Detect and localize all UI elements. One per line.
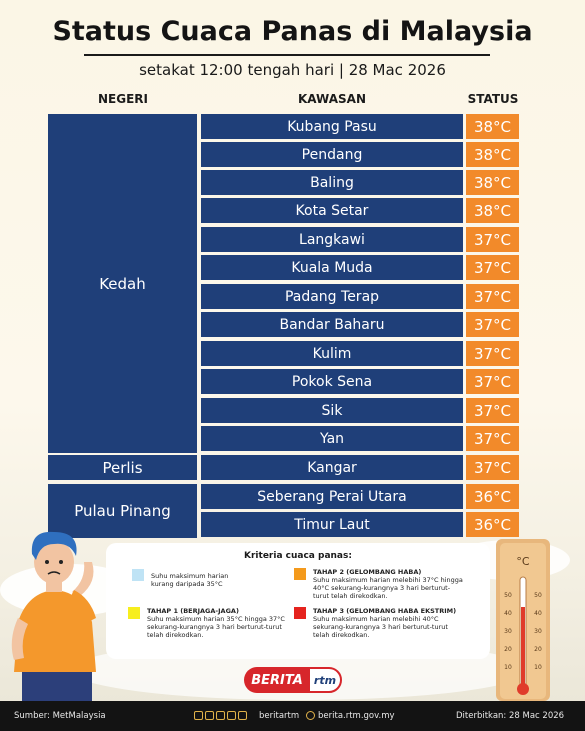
temp-kulim: 37°C — [466, 341, 519, 366]
temp-kota-setar: 38°C — [466, 198, 519, 223]
area-padang-terap: Padang Terap — [201, 284, 463, 309]
x-icon[interactable] — [205, 711, 214, 720]
temp-bandar-baharu: 37°C — [466, 312, 519, 337]
footer-source: Sumber: MetMalaysia — [14, 711, 106, 721]
area-kuala-muda: Kuala Muda — [201, 255, 463, 280]
legend-text-normal: Suhu maksimum harian kurang daripada 35°… — [151, 572, 229, 588]
thermometer-tick-label: 20 — [534, 646, 542, 653]
thermometer-tick-label: 50 — [534, 592, 542, 599]
temp-padang-terap: 37°C — [466, 284, 519, 309]
youtube-icon[interactable] — [227, 711, 236, 720]
area-baling: Baling — [201, 170, 463, 195]
legend-text-level-2: Suhu maksimum harian melebihi 37°C hingg… — [313, 576, 463, 600]
temp-pendang: 38°C — [466, 142, 519, 167]
page-title: Status Cuaca Panas di Malaysia — [52, 16, 533, 47]
area-langkawi: Langkawi — [201, 227, 463, 252]
thermometer-tick-label: 30 — [534, 628, 542, 635]
facebook-icon[interactable] — [194, 711, 203, 720]
legend-heading-level-1: TAHAP 1 (BERJAGA-JAGA) — [147, 607, 239, 615]
thermometer-illustration: °C 50 40 30 20 10 50 40 30 20 10 — [496, 539, 550, 701]
instagram-icon[interactable] — [238, 711, 247, 720]
column-header-status: STATUS — [467, 92, 519, 106]
thermometer-tick-label: 30 — [504, 628, 512, 635]
thermometer-tick-label: 10 — [534, 664, 542, 671]
area-sik: Sik — [201, 398, 463, 423]
footer-website[interactable]: berita.rtm.gov.my — [318, 711, 395, 721]
area-kota-setar: Kota Setar — [201, 198, 463, 223]
area-pokok-sena: Pokok Sena — [201, 369, 463, 394]
temp-kuala-muda: 37°C — [466, 255, 519, 280]
legend-heading-level-3: TAHAP 3 (GELOMBANG HABA EKSTRIM) — [313, 607, 457, 615]
temp-timur-laut: 36°C — [466, 512, 519, 537]
temp-sik: 37°C — [466, 398, 519, 423]
footer-published: Diterbitkan: 28 Mac 2026 — [456, 711, 565, 721]
legend-text-level-1: Suhu maksimum harian 35°C hingga 37°C se… — [147, 615, 285, 639]
area-bandar-baharu: Bandar Baharu — [201, 312, 463, 337]
legend-swatch-level-2 — [294, 568, 306, 580]
area-seberang-perai-utara: Seberang Perai Utara — [201, 484, 463, 509]
legend-card: Kriteria cuaca panas: Suhu maksimum hari… — [106, 543, 490, 659]
thermometer-unit: °C — [516, 555, 530, 568]
area-yan: Yan — [201, 426, 463, 451]
temp-kangar: 37°C — [466, 455, 519, 480]
area-pendang: Pendang — [201, 142, 463, 167]
title-divider — [84, 54, 490, 56]
temp-langkawi: 37°C — [466, 227, 519, 252]
footer-bar: Sumber: MetMalaysia beritartm berita.rtm… — [0, 701, 585, 731]
thermometer-tick-label: 40 — [534, 610, 542, 617]
tiktok-icon[interactable] — [216, 711, 225, 720]
legend-text-level-3: Suhu maksimum harian melebihi 40°C sekur… — [313, 615, 448, 639]
legend-title: Kriteria cuaca panas: — [244, 551, 352, 561]
temp-pokok-sena: 37°C — [466, 369, 519, 394]
area-kulim: Kulim — [201, 341, 463, 366]
berita-rtm-logo: BERITA rtm — [244, 667, 342, 693]
area-timur-laut: Timur Laut — [201, 512, 463, 537]
state-pulau-pinang: Pulau Pinang — [48, 484, 197, 538]
column-header-area: KAWASAN — [297, 92, 366, 106]
thermometer-tick-label: 40 — [504, 610, 512, 617]
legend-heading-level-2: TAHAP 2 (GELOMBANG HABA) — [313, 568, 422, 576]
state-kedah: Kedah — [48, 114, 197, 453]
footer-social-handle[interactable]: beritartm — [259, 711, 300, 721]
column-header-state: NEGERI — [98, 92, 148, 106]
legend-swatch-level-1 — [128, 607, 140, 619]
temp-yan: 37°C — [466, 426, 519, 451]
thermometer-tick-label: 10 — [504, 664, 512, 671]
logo-brand: BERITA — [244, 667, 310, 693]
globe-icon — [306, 711, 315, 720]
social-icons — [194, 711, 247, 720]
temp-baling: 38°C — [466, 170, 519, 195]
temp-seberang-perai-utara: 36°C — [466, 484, 519, 509]
hot-person-illustration — [11, 531, 96, 702]
legend-swatch-normal — [132, 569, 144, 581]
area-kubang-pasu: Kubang Pasu — [201, 114, 463, 139]
thermometer-tick-label: 50 — [504, 592, 512, 599]
page-subtitle: setakat 12:00 tengah hari | 28 Mac 2026 — [139, 61, 446, 79]
logo-badge: rtm — [308, 667, 342, 693]
temp-kubang-pasu: 38°C — [466, 114, 519, 139]
area-kangar: Kangar — [201, 455, 463, 480]
legend-swatch-level-3 — [294, 607, 306, 619]
thermometer-tick-label: 20 — [504, 646, 512, 653]
state-perlis: Perlis — [48, 455, 197, 480]
